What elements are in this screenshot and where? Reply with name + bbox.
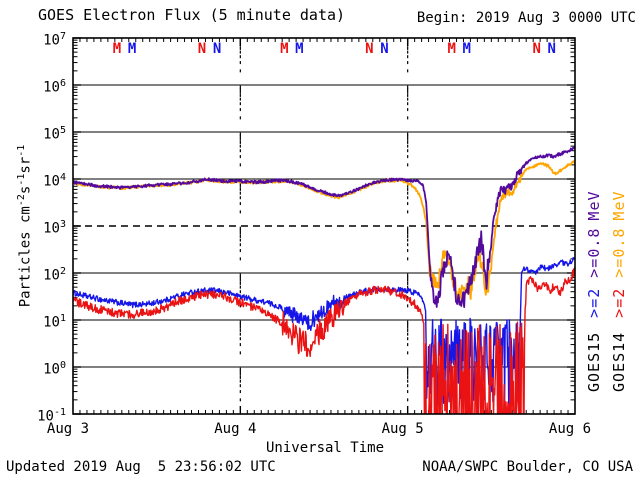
y-tick-label: 10-1 <box>37 407 66 425</box>
x-tick-label: Aug 5 <box>381 421 424 437</box>
credit-text: NOAA/SWPC Boulder, CO USA <box>422 459 633 475</box>
y-tick-label: 101 <box>43 313 66 331</box>
satellite-midnight-marker: M <box>112 41 122 57</box>
satellite-noon-marker: N <box>380 41 389 57</box>
page-title: GOES Electron Flux (5 minute data) <box>38 6 346 24</box>
series-line-goes15-0-8-mev <box>73 145 575 308</box>
legend-segment: >=0.8 <box>610 227 628 278</box>
satellite-noon-marker: N <box>547 41 556 57</box>
x-tick-label: Aug 4 <box>214 421 257 437</box>
satellite-noon-marker: N <box>365 41 374 57</box>
x-tick-label: Aug 6 <box>548 421 592 437</box>
y-tick-label: 103 <box>43 219 66 237</box>
satellite-midnight-marker: M <box>462 41 471 57</box>
satellite-midnight-marker: M <box>295 41 304 57</box>
y-tick-label: 105 <box>43 125 66 143</box>
legend-segment: GOES15 <box>585 331 603 392</box>
satellite-noon-marker: N <box>532 41 541 57</box>
legend-segment: >=2 <box>610 287 628 318</box>
legend-segment: MeV <box>585 190 603 221</box>
y-tick-label: 100 <box>43 360 66 378</box>
y-tick-label: 102 <box>43 266 66 284</box>
y-tick-label: 104 <box>43 172 66 190</box>
y-tick-label: 106 <box>43 78 66 96</box>
satellite-noon-marker: N <box>197 41 207 57</box>
legend-column-goes15: GOES15 >=2 >=0.8 MeV <box>585 142 603 392</box>
y-tick-label: 107 <box>43 31 66 49</box>
legend-segment: GOES14 <box>610 331 628 392</box>
legend-segment: MeV <box>610 190 628 221</box>
x-axis-title: Universal Time <box>266 440 385 456</box>
satellite-midnight-marker: M <box>127 41 137 57</box>
satellite-noon-marker: N <box>212 41 222 57</box>
begin-timestamp: Begin: 2019 Aug 3 0000 UTC <box>416 10 636 26</box>
legend-segment: >=2 <box>585 287 603 318</box>
x-tick-label: Aug 3 <box>46 421 90 437</box>
satellite-midnight-marker: M <box>447 41 456 57</box>
satellite-midnight-marker: M <box>280 41 289 57</box>
series-line-goes14-2-mev <box>73 266 575 414</box>
legend-column-goes14: GOES14 >=2 >=0.8 MeV <box>610 142 628 392</box>
legend-segment: >=0.8 <box>585 227 603 278</box>
series-line-goes14-0-8-mev <box>73 160 575 301</box>
updated-timestamp: Updated 2019 Aug 5 23:56:02 UTC <box>6 459 276 475</box>
